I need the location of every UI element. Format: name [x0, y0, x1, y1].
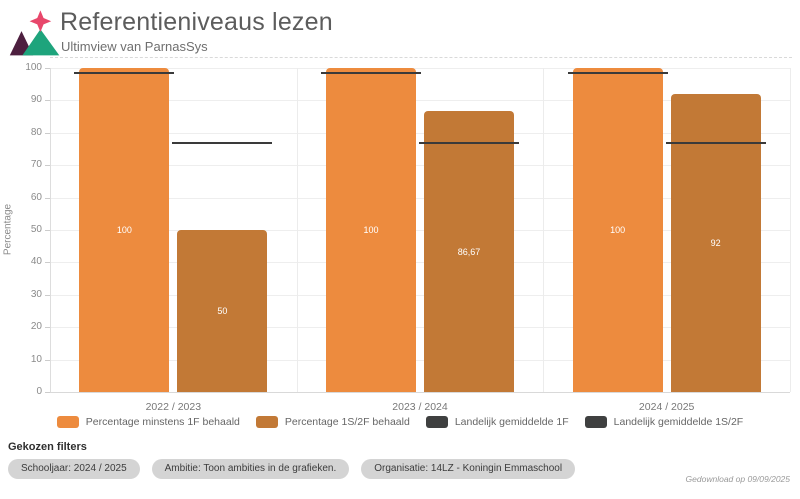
legend-item-landelijk-1f[interactable]: Landelijk gemiddelde 1F: [425, 416, 569, 428]
bar-value-label: 100: [610, 225, 626, 235]
y-axis-line: [50, 68, 51, 392]
y-tick-mark-30: [45, 294, 50, 296]
gridline-y-30: [50, 294, 790, 296]
avg-line-1s2f-group-1: [419, 141, 519, 144]
gridline-y-0: [50, 392, 790, 393]
x-tick-label-0: 2022 / 2023: [145, 401, 202, 413]
gridline-x-3: [790, 68, 791, 392]
legend-item-1s2f[interactable]: Percentage 1S/2F behaald: [255, 416, 410, 428]
avg-line-1s2f-group-2: [665, 141, 766, 144]
gridline-y-50: [50, 230, 790, 231]
gridline-y-10: [50, 359, 790, 361]
legend-swatch-dark-orange: [255, 416, 278, 428]
y-tick-label-60: 60: [30, 191, 42, 203]
header-divider: [50, 57, 792, 58]
download-timestamp: Gedownload op 09/09/2025: [685, 474, 790, 484]
legend-item-landelijk-1s2f[interactable]: Landelijk gemiddelde 1S/2F: [584, 416, 744, 428]
legend-label: Landelijk gemiddelde 1S/2F: [613, 416, 744, 428]
y-tick-label-20: 20: [30, 321, 42, 333]
legend-label: Landelijk gemiddelde 1F: [454, 416, 569, 428]
y-tick-label-10: 10: [30, 353, 42, 365]
bar-2022/2023-series-1[interactable]: 50: [177, 230, 268, 392]
bar-2023/2024-series-1[interactable]: 86,67: [424, 111, 514, 392]
bar-2023/2024-series-0[interactable]: 100: [326, 68, 416, 392]
y-tick-mark-10: [45, 359, 50, 361]
gridline-y-40: [50, 262, 790, 264]
chart-legend: Percentage minstens 1F behaald Percentag…: [0, 416, 800, 428]
y-axis-title: Percentage: [2, 203, 14, 256]
y-tick-label-90: 90: [30, 94, 42, 106]
y-tick-mark-100: [45, 68, 50, 69]
y-tick-label-70: 70: [30, 159, 42, 171]
gridline-x-2: [543, 68, 545, 392]
y-tick-mark-70: [45, 165, 50, 167]
page-header: Referentieniveaus lezen Ultimview van Pa…: [0, 0, 800, 58]
filter-pill-row: Schooljaar: 2024 / 2025 Ambitie: Toon am…: [8, 459, 576, 479]
filter-pill-ambitie[interactable]: Ambitie: Toon ambities in de grafieken.: [151, 459, 350, 479]
y-tick-mark-80: [45, 132, 50, 134]
y-tick-label-0: 0: [36, 386, 42, 397]
x-tick-label-2: 2024 / 2025: [638, 401, 695, 413]
legend-swatch-dark: [584, 416, 607, 428]
bar-2024/2025-series-1[interactable]: 92: [670, 93, 761, 392]
filter-pill-organisatie[interactable]: Organisatie: 14LZ - Koningin Emmaschool: [361, 459, 576, 479]
y-tick-mark-50: [45, 230, 50, 231]
y-tick-label-80: 80: [30, 126, 42, 138]
y-tick-label-40: 40: [30, 256, 42, 268]
x-tick-label-1: 2023 / 2024: [392, 401, 448, 413]
gridline-x-1: [296, 68, 298, 392]
page-title: Referentieniveaus lezen: [60, 8, 333, 36]
legend-item-minstens-1f[interactable]: Percentage minstens 1F behaald: [56, 416, 240, 428]
avg-line-1f-group-2: [567, 71, 668, 74]
avg-line-1s2f-group-0: [172, 141, 273, 144]
filter-pill-schooljaar[interactable]: Schooljaar: 2024 / 2025: [8, 459, 140, 479]
legend-swatch-dark: [425, 416, 448, 428]
bar-value-label: 86,67: [457, 246, 481, 257]
bar-value-label: 100: [363, 225, 379, 235]
filters-heading: Gekozen filters: [8, 441, 87, 453]
bar-value-label: 50: [217, 306, 228, 316]
gridline-y-60: [50, 197, 790, 199]
legend-label: Percentage 1S/2F behaald: [284, 416, 410, 428]
y-tick-mark-0: [45, 392, 50, 393]
ultimview-logo-icon: [9, 10, 60, 56]
y-tick-label-50: 50: [30, 224, 42, 235]
legend-swatch-orange: [56, 416, 79, 428]
y-tick-mark-40: [45, 262, 50, 264]
bar-2022/2023-series-0[interactable]: 100: [79, 68, 170, 392]
y-tick-label-30: 30: [30, 288, 42, 300]
legend-label: Percentage minstens 1F behaald: [85, 416, 240, 428]
gridline-y-80: [50, 132, 790, 134]
page-subtitle: Ultimview van ParnasSys: [61, 39, 208, 54]
y-tick-label-100: 100: [25, 62, 42, 73]
avg-line-1f-group-0: [74, 71, 175, 74]
y-tick-mark-60: [45, 197, 50, 199]
bar-value-label: 100: [116, 225, 132, 235]
y-tick-mark-20: [45, 327, 50, 329]
avg-line-1f-group-1: [321, 71, 421, 74]
y-tick-mark-90: [45, 100, 50, 102]
bar-2024/2025-series-0[interactable]: 100: [572, 68, 663, 392]
bar-value-label: 92: [710, 237, 721, 248]
gridline-y-20: [50, 327, 790, 329]
gridline-y-70: [50, 165, 790, 167]
gridline-y-100: [50, 68, 790, 69]
gridline-y-90: [50, 100, 790, 102]
chosen-filters: Gekozen filters Schooljaar: 2024 / 2025 …: [8, 441, 576, 479]
